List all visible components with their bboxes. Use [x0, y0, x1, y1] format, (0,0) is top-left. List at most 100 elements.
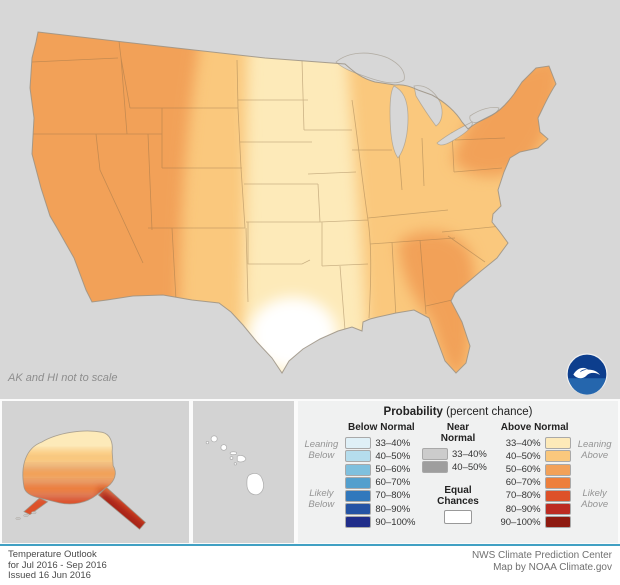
noaa-logo [566, 353, 608, 395]
legend-row-label: 33–40% [375, 437, 411, 449]
region-texas-equal-chances [249, 297, 337, 371]
hawaii-inset [191, 399, 296, 545]
legend-row-label: 40–50% [505, 450, 541, 462]
legend-col-below: Below Normal 33–40% 40–50% 50–60% 60–70% 70–… [341, 422, 422, 530]
legend-swatch [544, 437, 571, 450]
legend-panel: Probability (percent chance) Leaning Bel… [296, 399, 620, 545]
alaska-inset [0, 399, 191, 545]
ak-panhandle-dark [96, 487, 146, 530]
legend-row-label: 40–50% [375, 450, 411, 462]
legend-row: 33–40% [494, 437, 575, 450]
header-above-normal: Above Normal [500, 422, 569, 433]
legend-swatch [345, 463, 372, 476]
insets-row: Probability (percent chance) Leaning Bel… [0, 399, 620, 545]
equal-chances-swatch [444, 509, 472, 524]
state-borders [30, 32, 506, 331]
conus-probability-regions [30, 32, 556, 373]
above-rows: 33–40% 40–50% 50–60% 60–70% 70–80% 80–90% 90–1… [494, 436, 575, 530]
legend-col-near: Near Normal 33–40% 40–50% Equal Chances [422, 422, 494, 524]
legend-row: 50–60% [494, 463, 575, 476]
legend-row: 33–40% [341, 437, 422, 450]
legend-row: 33–40% [422, 448, 494, 461]
legend-row: 80–90% [494, 503, 575, 516]
legend-swatch [345, 450, 372, 463]
legend-swatch [544, 476, 571, 489]
legend-row-label: 70–80% [375, 490, 411, 502]
legend-title-note: (percent chance) [446, 406, 533, 418]
equal-chances-block: Equal Chances [422, 485, 494, 524]
legend-col-above: Above Normal 33–40% 40–50% 50–60% 60–70% 70–… [494, 422, 575, 530]
legend-row-label: 50–60% [505, 464, 541, 476]
header-below-normal: Below Normal [348, 422, 415, 433]
legend-row-label: 60–70% [375, 477, 411, 489]
legend-row-label: 90–100% [375, 516, 416, 528]
legend-swatch [345, 503, 372, 516]
lake-superior [335, 52, 405, 84]
legend-row-label: 90–100% [500, 516, 541, 528]
legend-row-label: 33–40% [505, 437, 541, 449]
label-leaning-below: Leaning Below [304, 439, 339, 461]
legend-swatch [544, 463, 571, 476]
footer-credit-line2: Map by NOAA Climate.gov [493, 562, 612, 573]
noaa-gull-icon [573, 367, 601, 379]
legend-swatch [544, 503, 571, 516]
legend-swatch [422, 448, 448, 461]
lake-erie [436, 121, 473, 146]
legend-swatch [544, 450, 571, 463]
label-likely-below: Likely Below [308, 488, 335, 510]
legend-swatch [544, 489, 571, 502]
legend-swatch [544, 516, 571, 529]
legend-swatch [345, 476, 372, 489]
legend-row-label: 33–40% [452, 448, 487, 460]
legend-row: 80–90% [341, 503, 422, 516]
conus-map-svg [29, 31, 557, 374]
equal-chances-label: Equal Chances [437, 484, 479, 507]
legend-row-label: 70–80% [505, 490, 541, 502]
conus-outline [29, 31, 557, 374]
legend-row-label: 80–90% [505, 503, 541, 515]
near-rows: 33–40% 40–50% [422, 447, 494, 475]
lake-michigan [389, 85, 409, 159]
alaska-probability-regions [22, 430, 146, 530]
below-rows: 33–40% 40–50% 50–60% 60–70% 70–80% 80–90% 90–1… [341, 436, 422, 530]
legend-swatch [345, 437, 372, 450]
legend-swatch [422, 461, 448, 474]
legend-title-bold: Probability [383, 406, 443, 418]
aleutian-islands [15, 511, 37, 520]
ak-band-70-80 [22, 495, 146, 530]
label-leaning-above: Leaning Above [577, 439, 612, 461]
legend-row: 60–70% [494, 476, 575, 489]
legend-swatch [345, 516, 372, 529]
legend-swatch [345, 489, 372, 502]
conus-map-area: AK and HI not to scale [8, 31, 608, 395]
great-lakes [335, 52, 500, 159]
legend-row-label: 60–70% [505, 477, 541, 489]
alaska-outline [22, 430, 147, 530]
legend-row: 40–50% [341, 450, 422, 463]
legend-side-left: Leaning Below Likely Below [302, 422, 341, 510]
legend-row-label: 40–50% [452, 461, 487, 473]
legend-row: 70–80% [341, 489, 422, 502]
region-southeast-above-50-60 [398, 231, 475, 373]
header-near-normal: Near Normal [440, 422, 476, 444]
ak-band-50-60 [22, 465, 146, 483]
footer-title-line2: for Jul 2016 - Sep 2016 [8, 559, 107, 571]
legend-row: 90–100% [494, 516, 575, 529]
lake-huron [413, 85, 443, 127]
legend-row: 50–60% [341, 463, 422, 476]
footer-title-line1: Temperature Outlook [8, 549, 97, 560]
ak-band-60-70 [22, 481, 146, 496]
hawaii-map-svg [205, 435, 264, 496]
legend-side-right: Leaning Above Likely Above [575, 422, 614, 510]
legend-row-label: 50–60% [375, 464, 411, 476]
legend-row: 60–70% [341, 476, 422, 489]
label-likely-above: Likely Above [581, 488, 609, 510]
legend-row: 70–80% [494, 489, 575, 502]
legend-row-label: 80–90% [375, 503, 411, 515]
legend-title: Probability (percent chance) [302, 406, 614, 418]
footer-rule [0, 544, 620, 546]
ak-band-33-40 [22, 430, 146, 455]
legend-body: Leaning Below Likely Below Below Normal … [302, 422, 614, 530]
scale-note: AK and HI not to scale [8, 372, 118, 384]
